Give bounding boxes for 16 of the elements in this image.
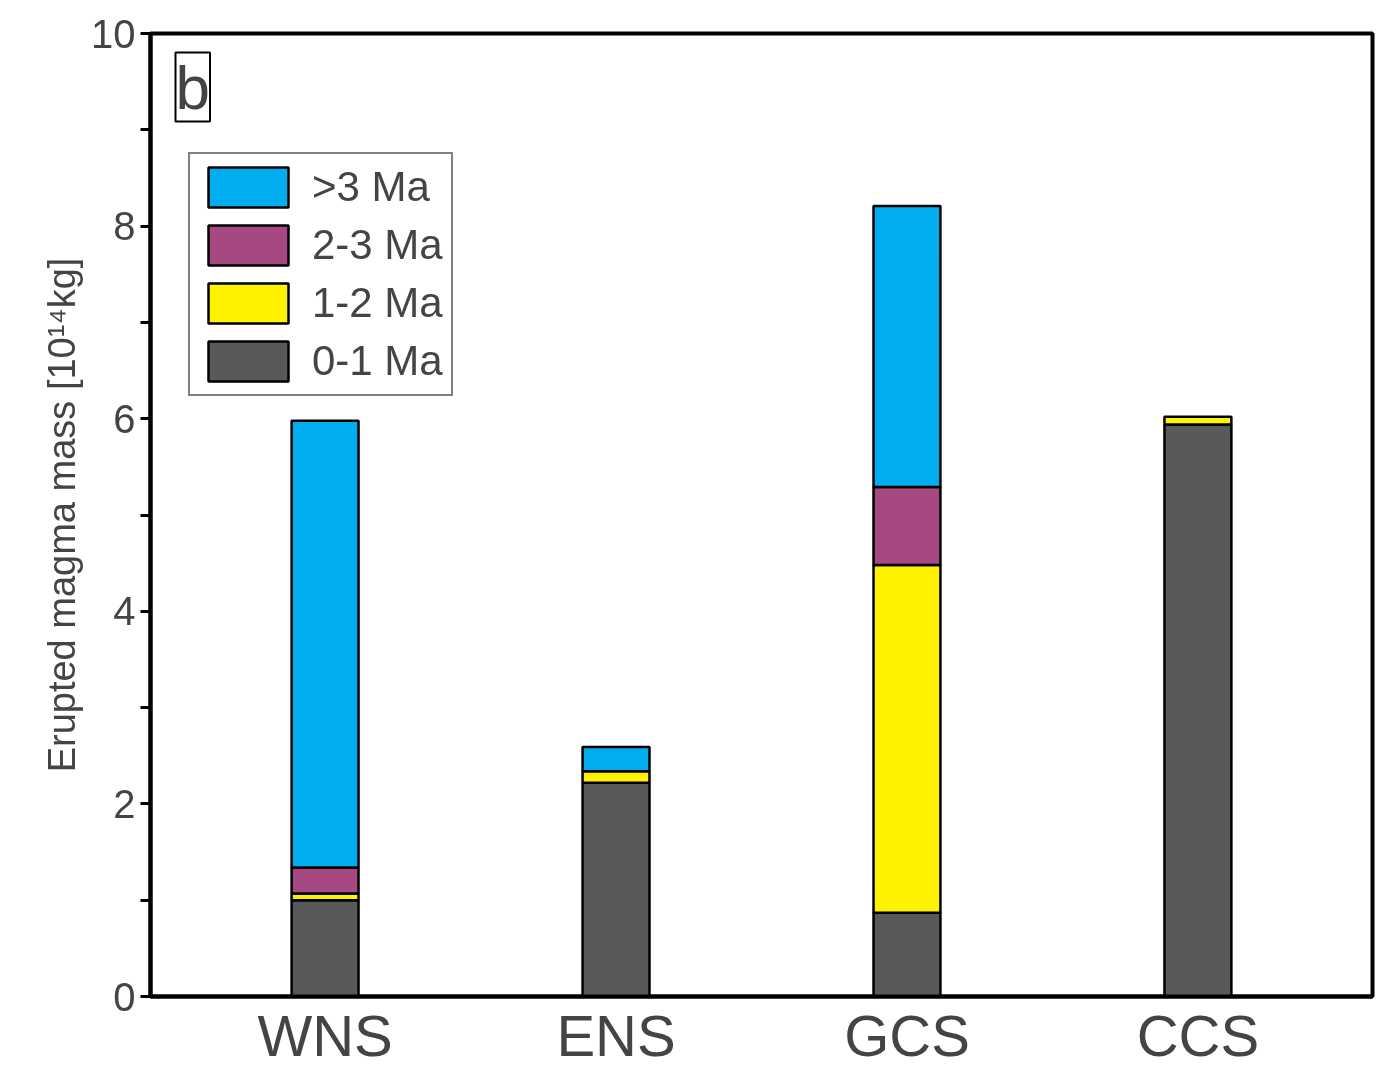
- y-tick-label: 6: [113, 396, 136, 441]
- x-tick-label: GCS: [844, 1002, 970, 1068]
- x-tick-label: ENS: [556, 1002, 676, 1068]
- legend-label: 0-1 Ma: [312, 337, 443, 385]
- legend-label: 1-2 Ma: [312, 279, 443, 327]
- y-axis-title: Erupted magma mass [10¹⁴kg]: [41, 257, 84, 773]
- legend-label: 2-3 Ma: [312, 221, 443, 269]
- annotation: b: [175, 52, 210, 122]
- x-tick-label: CCS: [1136, 1002, 1260, 1068]
- x-tick-label: WNS: [257, 1002, 393, 1068]
- y-tick-label: 2: [113, 781, 136, 826]
- y-tick-label: 10: [91, 11, 136, 56]
- legend-label: >3 Ma: [312, 163, 430, 211]
- y-tick-label: 8: [113, 204, 136, 249]
- y-tick-label: 0: [113, 974, 136, 1019]
- y-tick-label: 4: [113, 589, 136, 634]
